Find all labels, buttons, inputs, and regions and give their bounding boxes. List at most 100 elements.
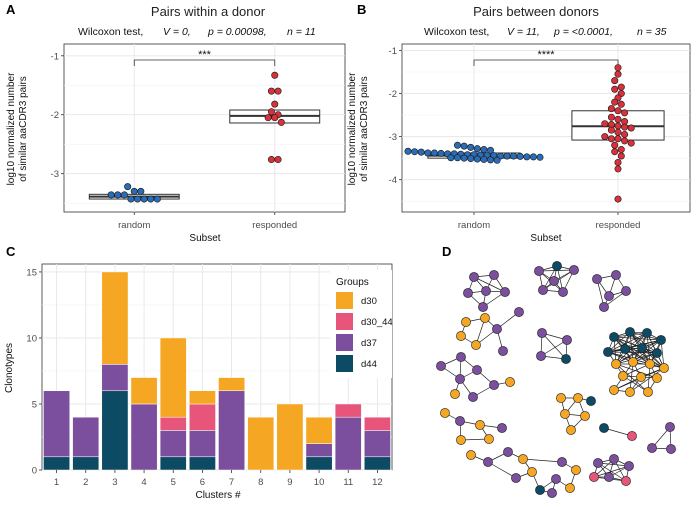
- data-point-responded: [271, 100, 279, 108]
- stat-p: p = 0.00098,: [207, 26, 267, 38]
- network-edge: [473, 276, 506, 293]
- network-node-d30: [456, 331, 466, 341]
- x-axis-title: Subset: [189, 233, 220, 244]
- network-node-d44: [656, 335, 666, 345]
- data-point-responded: [267, 108, 275, 116]
- bar-segment-d37-cluster-12: [364, 430, 391, 458]
- data-point-responded: [614, 64, 622, 72]
- network-node-d37: [537, 328, 547, 338]
- network-node-d37: [436, 361, 446, 371]
- plot-panel-a: [63, 43, 346, 213]
- data-point-responded: [617, 100, 625, 108]
- stat-test: Wilcoxon test,: [424, 26, 489, 38]
- network-node-d37: [489, 270, 499, 280]
- data-point-random: [516, 152, 524, 160]
- data-point-responded: [607, 105, 615, 113]
- network-node-d37: [624, 461, 634, 471]
- network-node-d37: [593, 458, 603, 468]
- legend-label-d44: d44: [361, 359, 377, 370]
- network-node-d37: [483, 457, 493, 467]
- panel-letter: A: [6, 2, 16, 17]
- network-node-d37: [547, 488, 557, 498]
- data-point-responded: [614, 70, 622, 78]
- network-node-d37: [592, 274, 602, 284]
- network-node-d37: [609, 454, 619, 464]
- y-tick-label: 0: [32, 466, 37, 477]
- network-node-d37: [569, 265, 579, 275]
- y-tick-label: -1: [51, 51, 59, 62]
- legend-label-d37: d37: [361, 338, 377, 349]
- data-point-responded: [611, 85, 619, 93]
- data-point-responded: [614, 195, 622, 203]
- y-axis-title-line2: of similar aaCDR3 pairs: [359, 76, 370, 182]
- data-point-responded: [617, 146, 625, 154]
- network-node-d37: [463, 288, 473, 298]
- bar-segment-d44-cluster-3: [101, 390, 129, 471]
- x-tick-random: random: [458, 220, 490, 231]
- data-point-responded: [614, 135, 622, 143]
- data-point-random: [130, 187, 138, 195]
- data-point-random: [493, 156, 501, 164]
- x-tick-label: 8: [258, 477, 263, 488]
- network-node-d30: [505, 377, 515, 387]
- x-axis-title: Clusters #: [195, 490, 240, 501]
- bar-segment-d30-44-cluster-6: [189, 403, 216, 431]
- data-point-responded: [611, 77, 619, 85]
- bar-segment-d30-cluster-3: [101, 271, 129, 365]
- network-node-d30: [571, 465, 581, 475]
- legend-swatch-d44: [336, 355, 353, 372]
- data-point-responded: [617, 152, 625, 160]
- network-node-d30-44: [589, 472, 599, 482]
- legend-title: Groups: [336, 277, 369, 288]
- network-node-d37: [604, 472, 614, 482]
- data-point-random: [411, 148, 419, 156]
- network-node-d44: [642, 328, 652, 338]
- panel-letter: C: [6, 244, 16, 259]
- panel-title: Pairs within a donor: [151, 4, 266, 19]
- network-node-d30: [645, 359, 655, 369]
- network-node-d37: [551, 474, 561, 484]
- data-point-responded: [614, 115, 622, 123]
- bar-segment-d30-cluster-8: [247, 416, 275, 471]
- network-node-d30: [560, 409, 570, 419]
- data-point-random: [460, 154, 468, 162]
- network-node-d37: [511, 473, 521, 483]
- network-node-d30: [652, 373, 662, 383]
- data-point-responded: [621, 123, 629, 131]
- data-point-responded: [627, 139, 635, 147]
- network-edge: [615, 352, 658, 365]
- data-point-responded: [611, 148, 619, 156]
- network-node-d30: [475, 420, 485, 430]
- data-point-random: [453, 141, 461, 149]
- network-node-d44: [652, 348, 662, 358]
- stat-p: p = <0.0001,: [553, 26, 613, 38]
- network-node-d37: [599, 302, 609, 312]
- data-point-random: [124, 183, 132, 191]
- data-point-random: [473, 155, 481, 163]
- network-node-d44: [561, 354, 571, 364]
- bar-segment-d30-cluster-4: [130, 377, 158, 405]
- y-axis-title-line1: log10 normalized number: [6, 72, 17, 186]
- network-edge: [541, 332, 567, 360]
- data-point-random: [127, 195, 135, 203]
- y-ticks-c: 0 5 10 15: [26, 267, 42, 477]
- stat-line: Wilcoxon test, V = 11, p = <0.0001, n = …: [424, 26, 667, 38]
- x-tick-label: 1: [54, 477, 59, 488]
- network-edge: [593, 465, 630, 478]
- network-edge: [615, 347, 643, 365]
- network-node-d44: [609, 332, 619, 342]
- network-node-d37: [456, 352, 466, 362]
- data-point-responded: [614, 122, 622, 130]
- data-point-random: [503, 152, 511, 160]
- y-tick-label: -2: [51, 110, 59, 121]
- x-tick-label: 7: [229, 477, 234, 488]
- network-edge: [615, 363, 649, 393]
- data-point-random: [447, 154, 455, 162]
- network-node-d30: [611, 359, 621, 369]
- legend-label-d30: d30: [361, 296, 377, 307]
- network-node-d30: [636, 372, 646, 382]
- data-point-random: [404, 147, 412, 155]
- network-node-d37: [489, 380, 499, 390]
- x-axis-title: Subset: [530, 233, 561, 244]
